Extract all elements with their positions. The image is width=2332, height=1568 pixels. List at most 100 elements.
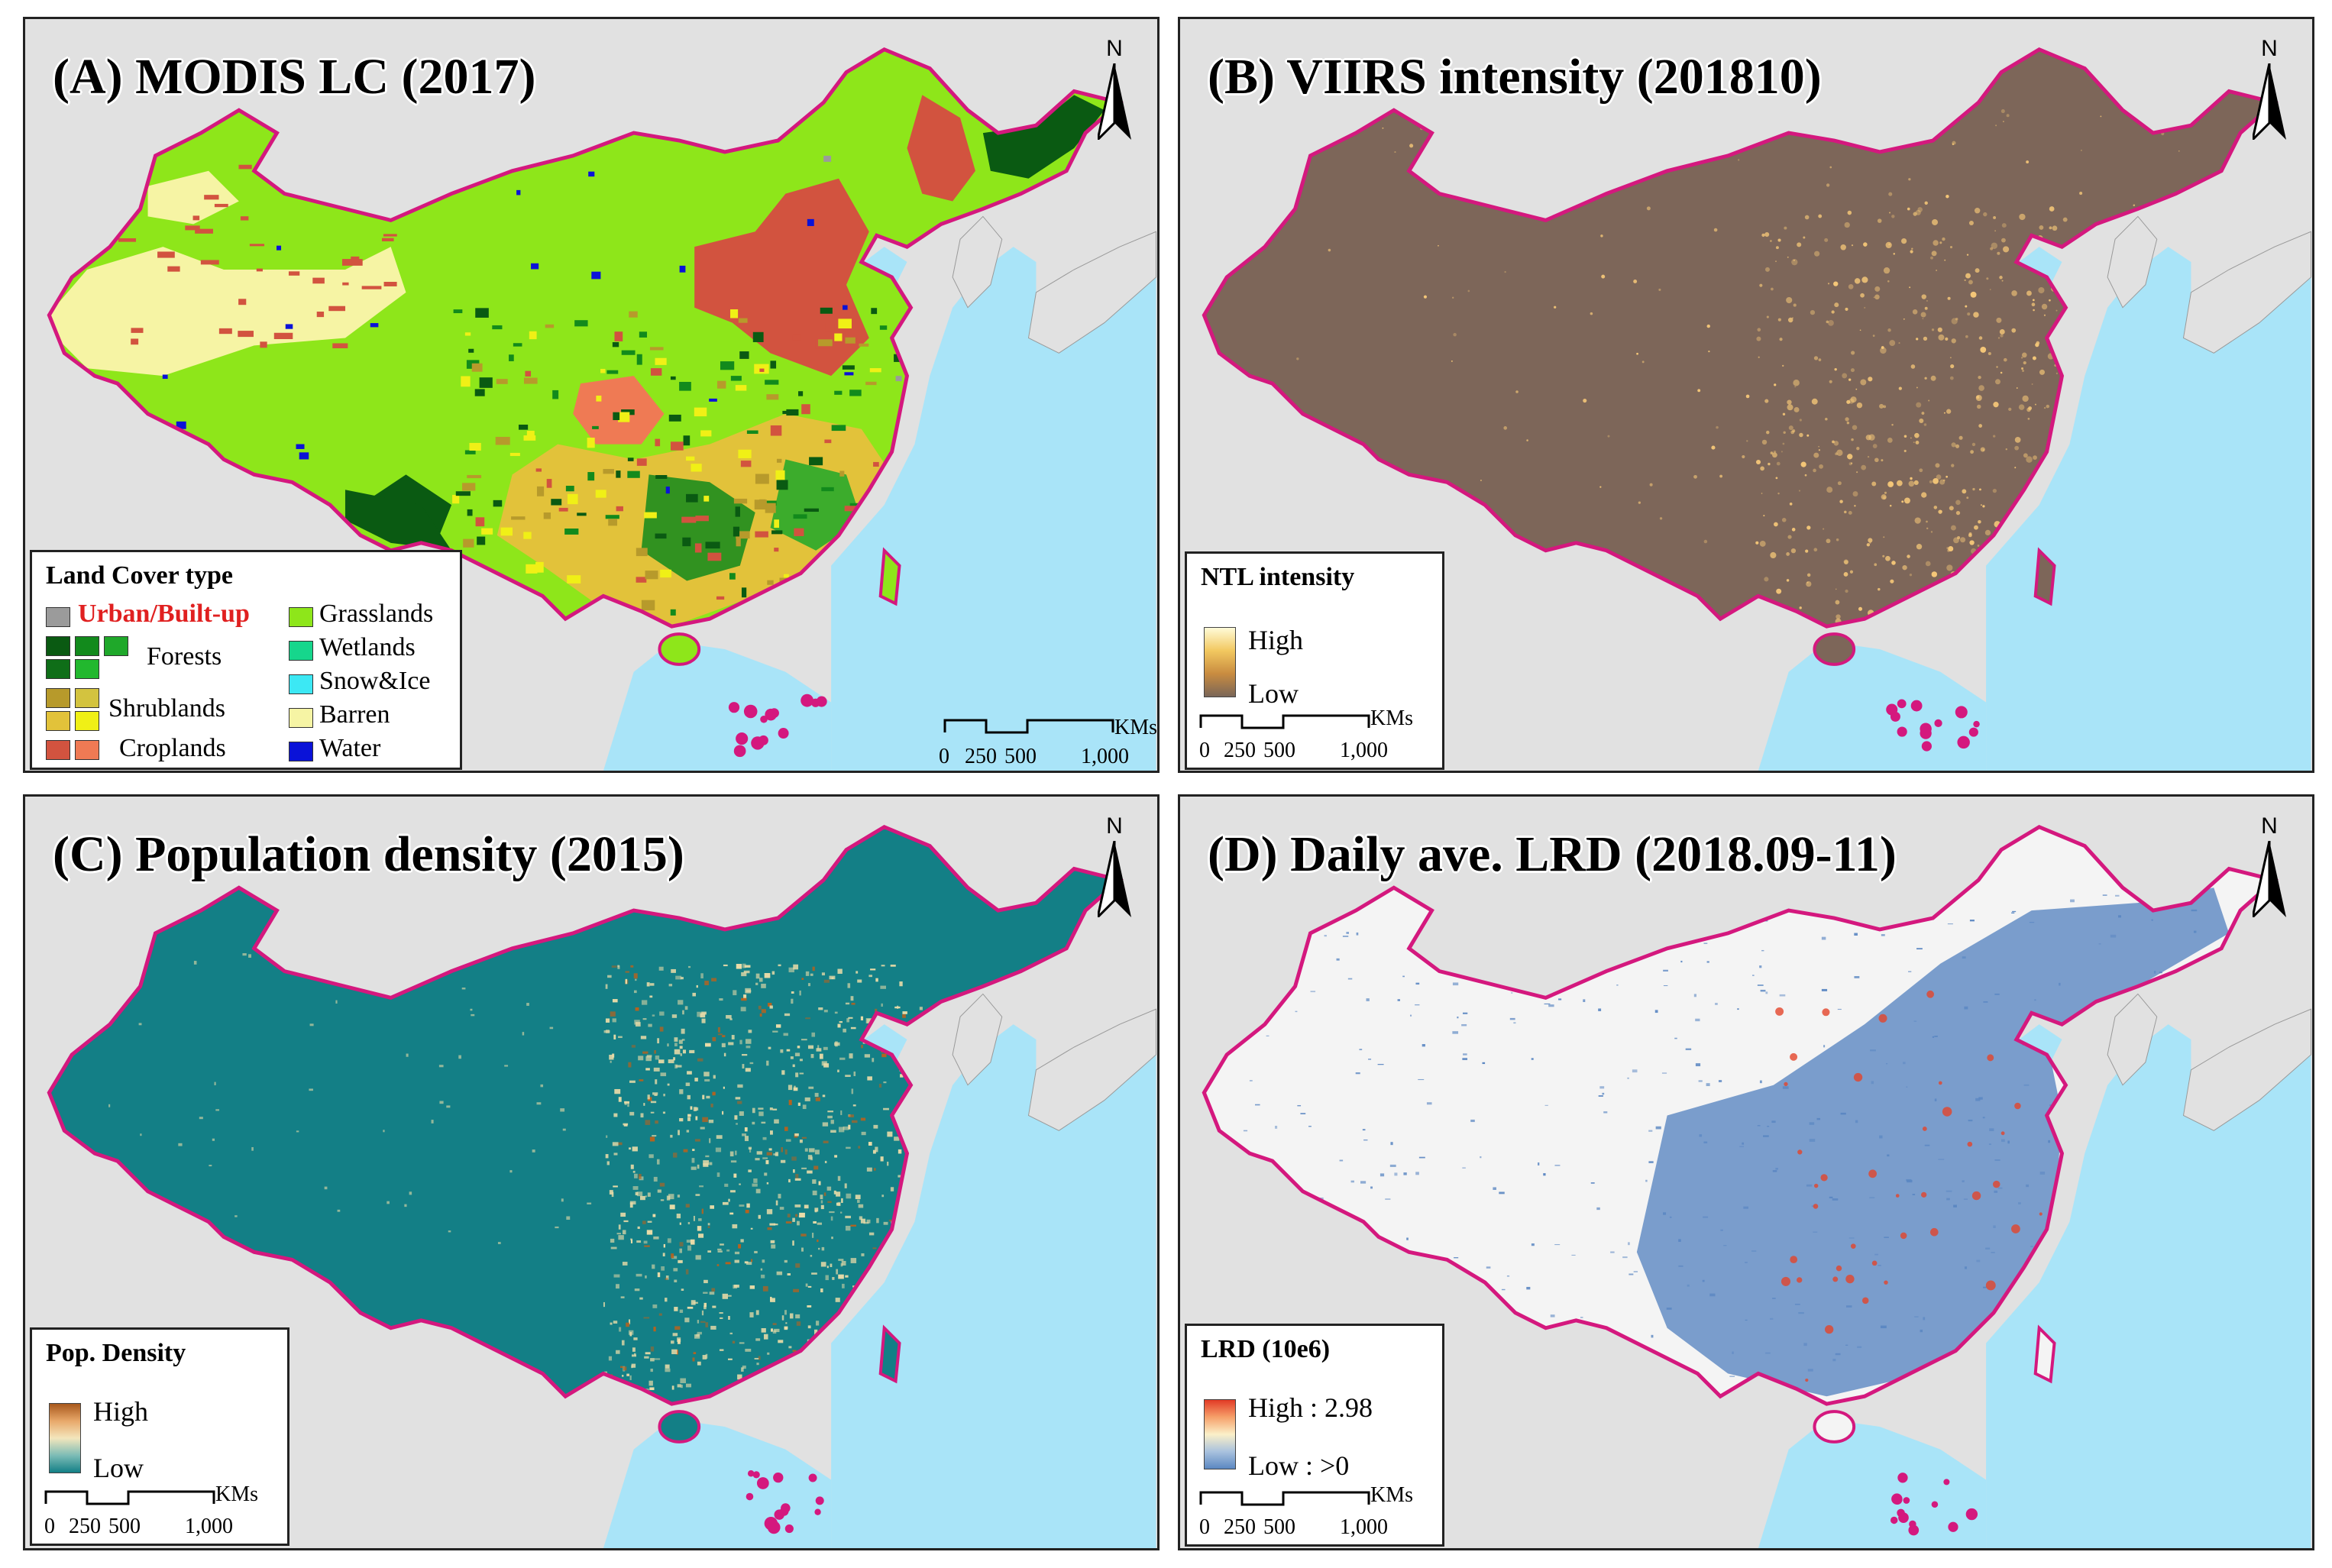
light-point	[1697, 389, 1701, 393]
light-point	[1409, 144, 1414, 148]
light-point	[1967, 312, 1971, 316]
land-cover-patch	[869, 368, 881, 373]
light-point	[1806, 434, 1810, 437]
density-cell	[766, 1209, 773, 1214]
land-cover-patch	[526, 564, 538, 574]
island-dot	[1903, 1497, 1910, 1504]
light-point	[1968, 280, 1973, 285]
land-cover-patch	[655, 533, 667, 539]
density-cell	[630, 1164, 634, 1169]
lrd-cell	[1598, 1095, 1603, 1097]
light-point	[1813, 468, 1816, 473]
density-cell	[816, 1321, 820, 1326]
density-cell	[648, 1023, 652, 1027]
density-cell	[902, 1011, 907, 1014]
light-point	[1452, 296, 1454, 299]
lrd-cell	[1924, 1144, 1930, 1146]
light-point	[1984, 529, 1991, 536]
density-cell	[780, 1159, 786, 1163]
land-cover-patch	[467, 509, 473, 516]
density-cell	[635, 1007, 639, 1011]
light-point	[1791, 528, 1796, 532]
light-point	[1933, 506, 1938, 509]
density-cell	[324, 1186, 328, 1190]
light-point	[2008, 407, 2012, 411]
land-cover-patch	[157, 251, 175, 258]
density-cell	[801, 1247, 804, 1252]
island-dot	[773, 1472, 784, 1483]
lrd-cell	[1554, 1244, 1561, 1246]
light-point	[1526, 439, 1528, 441]
light-point	[1829, 166, 1832, 169]
light-point	[1982, 505, 1985, 508]
land-cover-patch	[529, 331, 537, 340]
density-cell	[814, 1208, 819, 1212]
density-cell	[739, 1039, 742, 1045]
light-point	[1503, 426, 1508, 430]
panel-title: (C) Population density (2015)	[53, 826, 684, 882]
density-cell	[618, 1142, 623, 1146]
lrd-cell	[1832, 1359, 1836, 1362]
land-cover-patch	[592, 425, 599, 429]
light-point	[1955, 317, 1958, 321]
density-cell	[691, 1158, 695, 1163]
density-cell	[842, 1283, 845, 1288]
legend-label-grasslands: Grasslands	[319, 600, 434, 628]
lrd-cell	[1920, 1329, 1923, 1333]
land-cover-patch	[463, 538, 474, 548]
island-dot	[746, 1492, 754, 1501]
density-cell	[668, 1194, 674, 1200]
light-point	[1861, 464, 1867, 470]
light-point	[1988, 351, 1991, 355]
density-cell	[658, 1059, 665, 1064]
light-point	[1818, 214, 1823, 218]
density-cell	[793, 1087, 798, 1091]
land-cover-patch	[513, 343, 522, 347]
land-cover-patch	[471, 363, 483, 372]
land-cover-patch	[195, 228, 213, 234]
density-cell	[788, 1085, 793, 1091]
density-cell	[642, 1051, 648, 1054]
lrd-cell	[1415, 1004, 1420, 1006]
light-point	[1978, 336, 1983, 340]
legend-title: Land Cover type	[46, 561, 233, 590]
light-point	[1921, 412, 1925, 415]
land-cover-patch	[834, 390, 843, 395]
land-cover-patch	[694, 407, 707, 417]
light-point	[1851, 244, 1854, 247]
light-point	[1818, 449, 1821, 451]
density-cell	[799, 990, 801, 996]
density-cell	[807, 983, 810, 987]
density-cell	[337, 1209, 341, 1212]
scale-tick-250: 250	[1224, 1515, 1256, 1539]
density-cell	[461, 988, 466, 990]
density-cell	[629, 1201, 636, 1205]
density-cell	[729, 1190, 736, 1193]
density-cell	[850, 1224, 856, 1227]
light-point	[1781, 451, 1783, 453]
density-cell	[767, 1003, 772, 1007]
korea-peninsula	[2107, 993, 2158, 1086]
density-cell	[721, 1043, 726, 1048]
density-cell	[723, 1052, 726, 1057]
lrd-cell	[1506, 1275, 1510, 1277]
density-cell	[787, 1273, 791, 1276]
density-cell	[663, 1243, 665, 1248]
light-point	[1755, 459, 1761, 465]
density-cell	[536, 1102, 542, 1105]
density-cell	[555, 1226, 559, 1229]
density-cell	[820, 1195, 823, 1200]
density-cell	[880, 985, 886, 989]
light-point	[1847, 454, 1853, 460]
land-cover-patch	[238, 331, 254, 338]
density-cell	[725, 1262, 731, 1265]
light-point	[2021, 357, 2023, 359]
lrd-cell	[1693, 994, 1696, 997]
light-point	[2049, 226, 2052, 230]
light-point	[1845, 589, 1848, 593]
density-cell	[781, 1147, 783, 1153]
density-cell	[700, 1013, 706, 1018]
density-cell	[679, 1222, 681, 1225]
land-cover-patch	[614, 331, 623, 341]
density-cell	[234, 1215, 238, 1217]
